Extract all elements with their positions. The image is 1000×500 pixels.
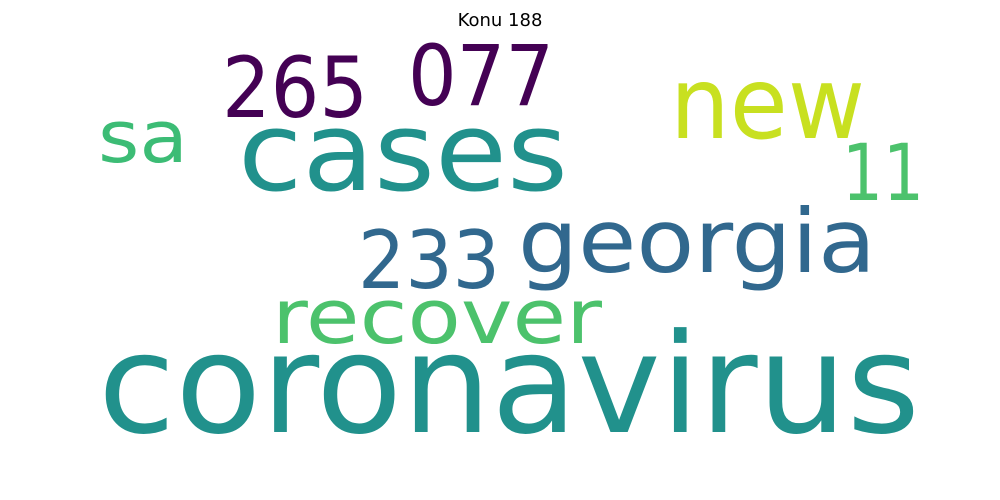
word-11: 11 [842, 129, 924, 219]
word-new: new [670, 45, 865, 162]
word-sa: sa [98, 95, 188, 179]
word-cases: cases [238, 88, 568, 216]
word-233: 233 [358, 214, 500, 307]
figure-title: Konu 188 [457, 10, 543, 31]
word-077: 077 [408, 27, 554, 125]
word-georgia: georgia [518, 190, 876, 293]
word-265: 265 [222, 39, 368, 137]
word-coronavirus: coronavirus [98, 304, 920, 465]
word-recover: recover [272, 272, 603, 361]
